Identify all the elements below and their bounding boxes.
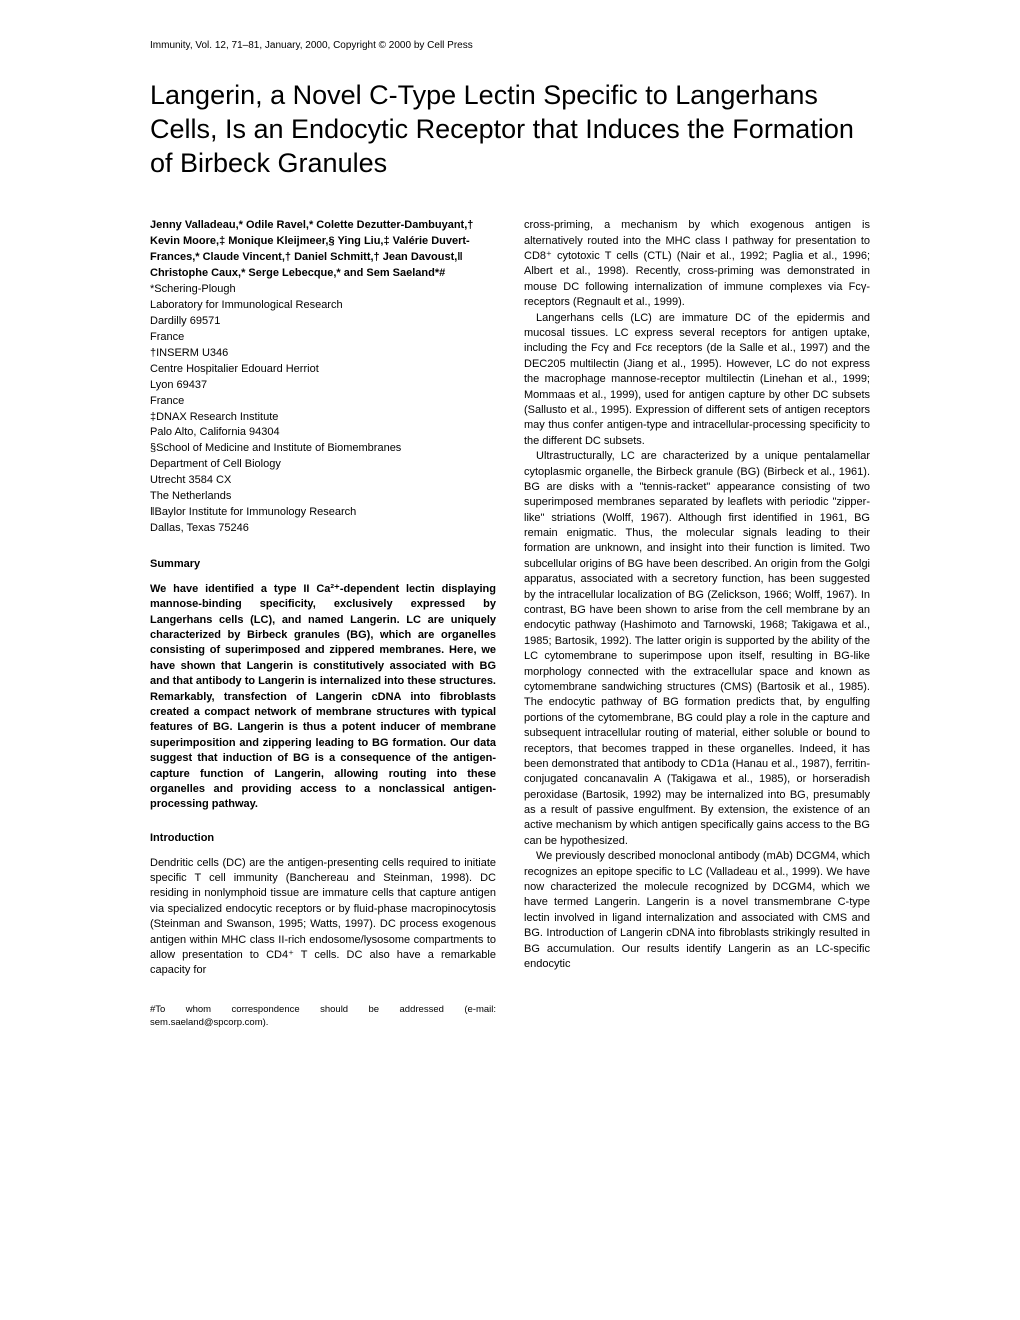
two-column-layout: Jenny Valladeau,* Odile Ravel,* Colette … (150, 218, 870, 1029)
summary-heading: Summary (150, 557, 496, 572)
introduction-heading: Introduction (150, 831, 496, 846)
right-paragraph-3: Ultrastructurally, LC are characterized … (524, 449, 870, 849)
correspondence-footnote: #To whom correspondence should be addres… (150, 1003, 496, 1030)
left-column: Jenny Valladeau,* Odile Ravel,* Colette … (150, 218, 496, 1029)
intro-paragraph-1: Dendritic cells (DC) are the antigen-pre… (150, 856, 496, 979)
paper-title: Langerin, a Novel C-Type Lectin Specific… (150, 79, 870, 180)
journal-citation: Immunity, Vol. 12, 71–81, January, 2000,… (150, 40, 870, 51)
authors-list: Jenny Valladeau,* Odile Ravel,* Colette … (150, 218, 496, 282)
right-paragraph-2: Langerhans cells (LC) are immature DC of… (524, 311, 870, 450)
summary-text: We have identified a type II Ca²⁺-depend… (150, 582, 496, 813)
affiliations: *Schering-Plough Laboratory for Immunolo… (150, 282, 496, 537)
right-column: cross-priming, a mechanism by which exog… (524, 218, 870, 1029)
right-paragraph-1: cross-priming, a mechanism by which exog… (524, 218, 870, 310)
right-paragraph-4: We previously described monoclonal antib… (524, 849, 870, 972)
